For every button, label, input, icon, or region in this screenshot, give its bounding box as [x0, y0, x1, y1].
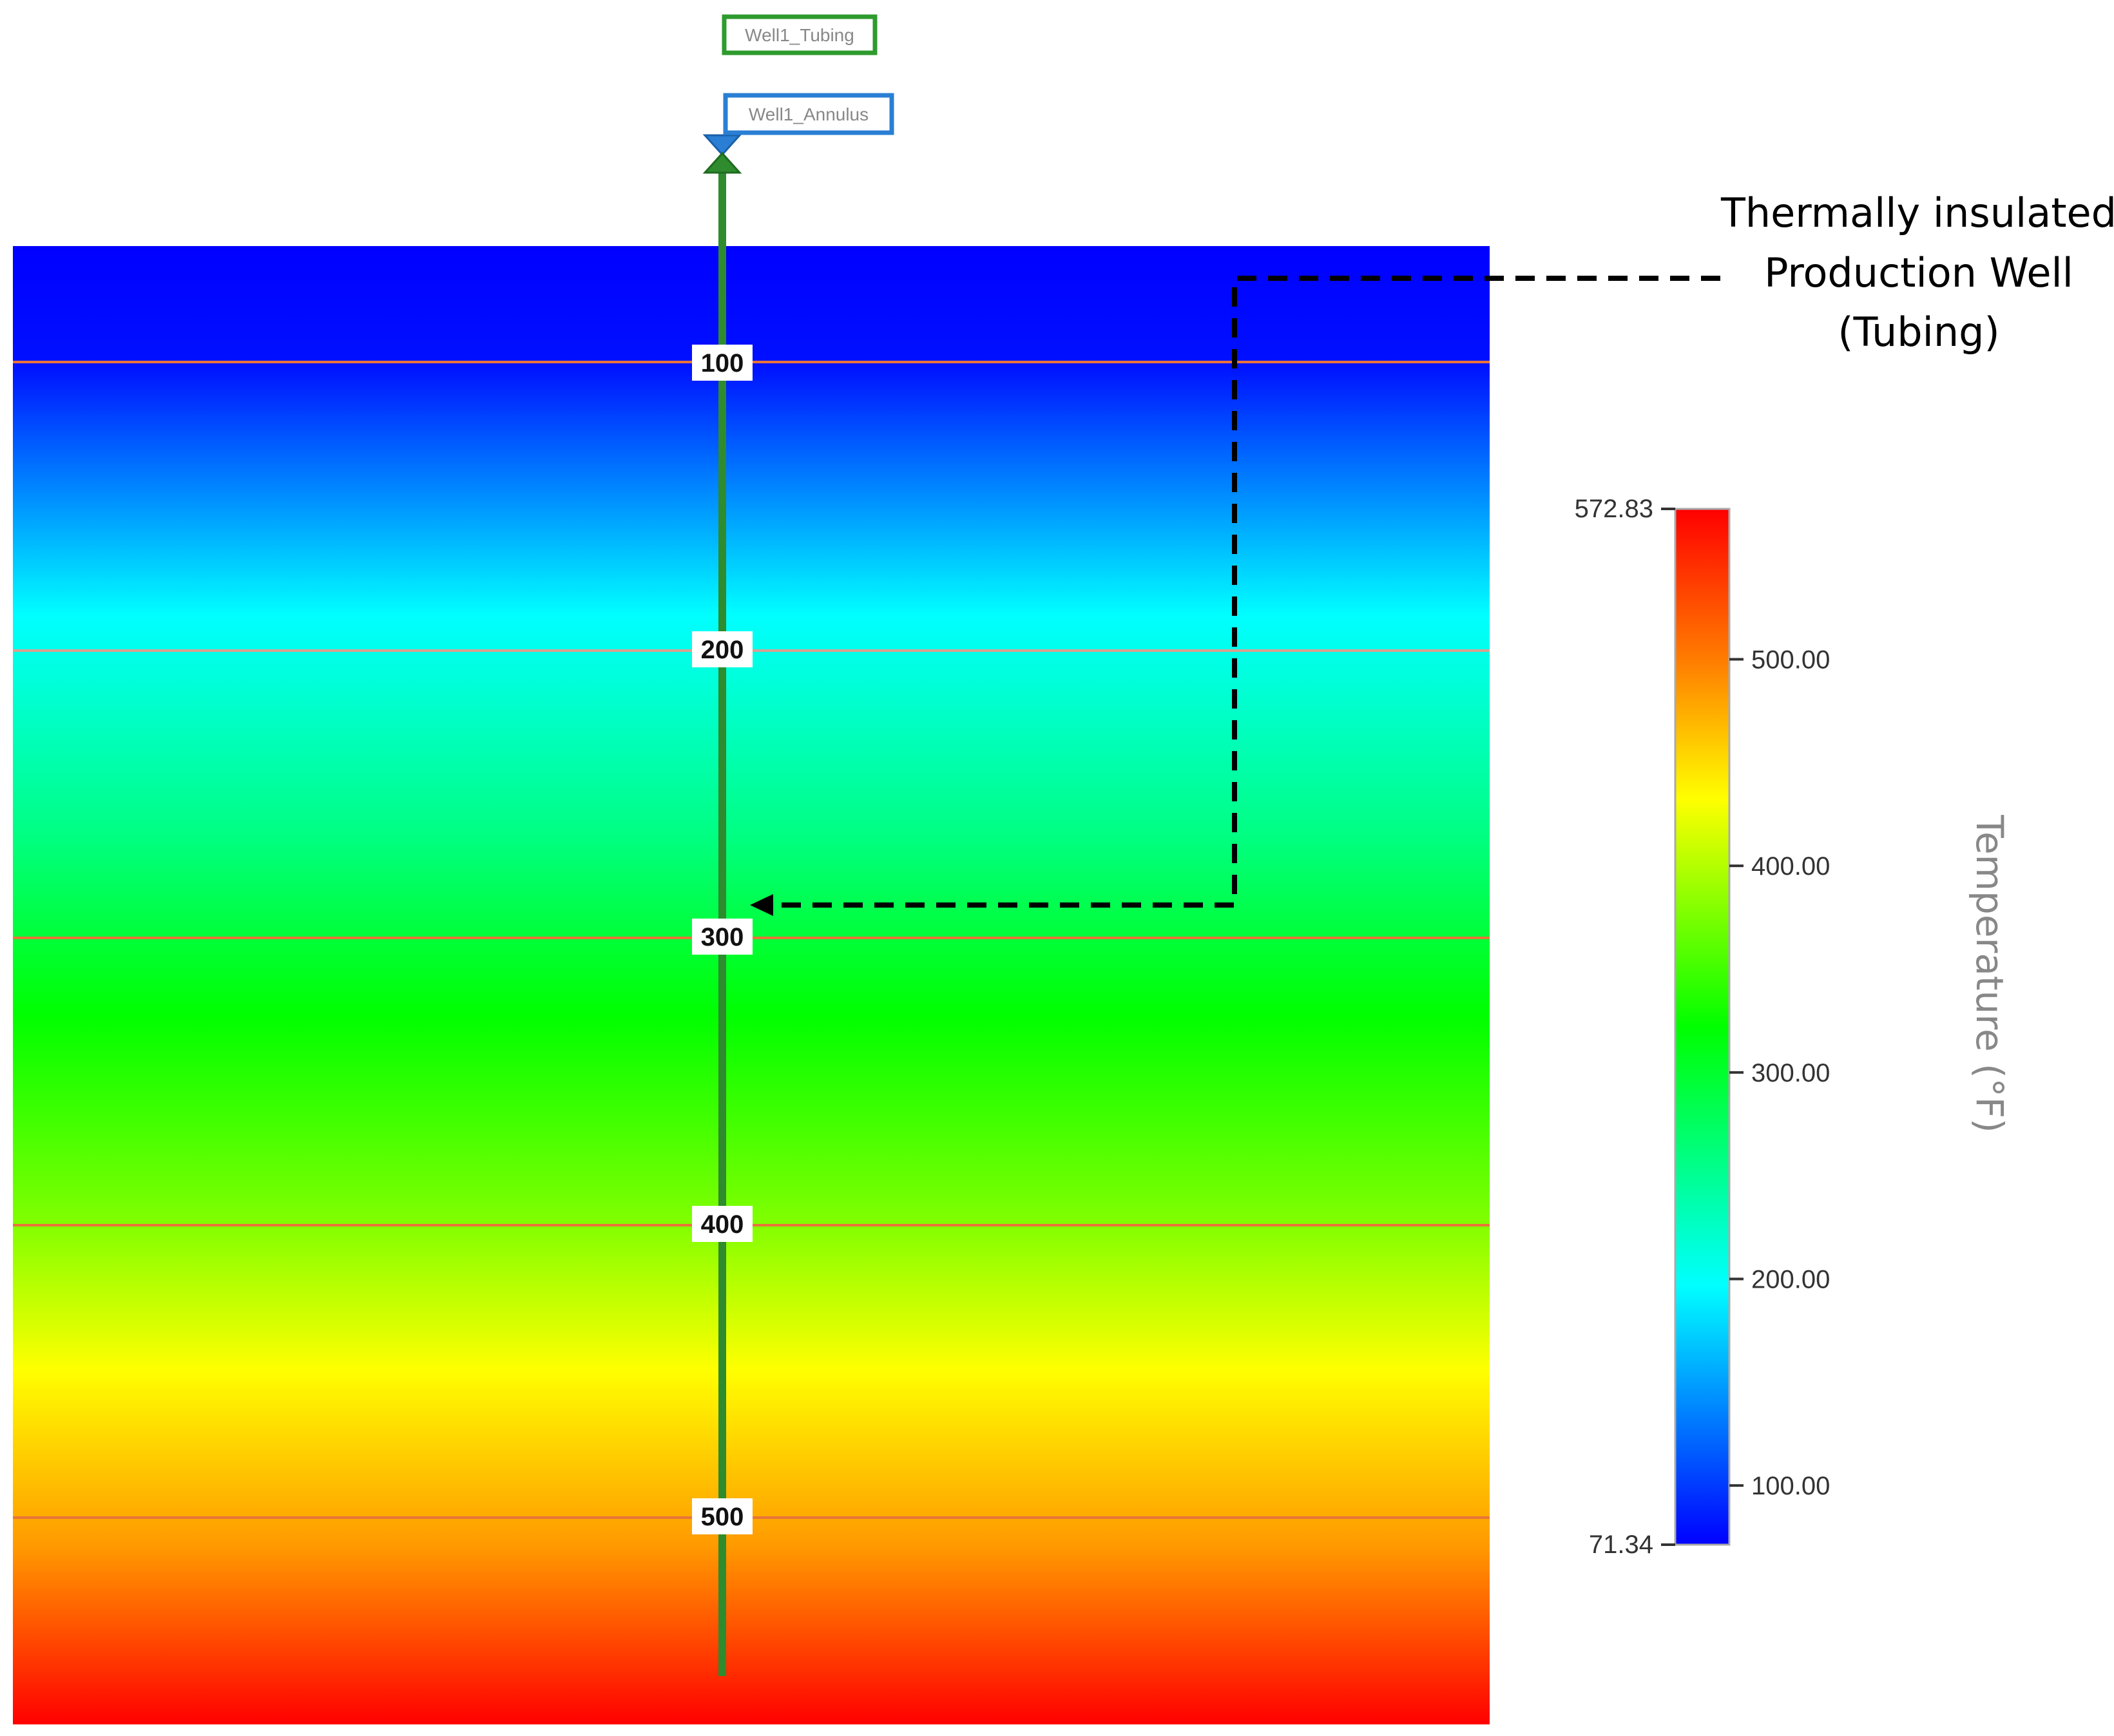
depth-label: 300 — [701, 923, 744, 951]
colorbar-tick-label: 100.00 — [1751, 1472, 1830, 1500]
tubing-label: Well1_Tubing — [745, 25, 854, 45]
depth-label: 400 — [701, 1210, 744, 1239]
colorbar-gradient — [1674, 508, 1731, 1546]
callout-line-3: (Tubing) — [1838, 309, 1999, 356]
annulus-label-box[interactable]: Well1_Annulus — [723, 93, 894, 135]
depth-label: 100 — [701, 349, 744, 377]
production-well-callout: Thermally insulated Production Well (Tub… — [750, 189, 2114, 916]
colorbar-legend: 572.83 71.34 500.00 400.00 300.00 200.00 100… — [1575, 495, 2012, 1559]
depth-marker-400: 400 — [692, 1206, 753, 1242]
callout-line-2: Production Well — [1764, 249, 2073, 296]
colorbar-max-label: 572.83 — [1575, 495, 1653, 523]
callout-line-1: Thermally insulated — [1720, 189, 2114, 236]
annulus-label: Well1_Annulus — [749, 104, 869, 124]
depth-marker-300: 300 — [692, 919, 753, 955]
depth-marker-100: 100 — [692, 345, 753, 381]
depth-markers: 100 200 300 400 500 — [692, 345, 753, 1534]
arrow-head-icon — [750, 894, 773, 916]
colorbar-tick-label: 300.00 — [1751, 1059, 1830, 1087]
depth-label: 500 — [701, 1503, 744, 1531]
callout-dashed-arrow — [764, 276, 1720, 908]
depth-label: 200 — [701, 636, 744, 664]
tubing-label-box[interactable]: Well1_Tubing — [722, 14, 878, 55]
colorbar-tick-label: 200.00 — [1751, 1265, 1830, 1293]
colorbar-min-label: 71.34 — [1589, 1531, 1653, 1559]
depth-marker-200: 200 — [692, 631, 753, 667]
colorbar-tick-label: 500.00 — [1751, 646, 1830, 674]
colorbar-ticks: 500.00 400.00 300.00 200.00 100.00 — [1729, 646, 1830, 1500]
wellhead-icon[interactable] — [702, 134, 742, 174]
colorbar-tick-label: 400.00 — [1751, 852, 1830, 881]
depth-marker-500: 500 — [692, 1498, 753, 1534]
colorbar-title: Temperature (°F) — [1968, 814, 2012, 1132]
temperature-field — [13, 246, 1490, 1724]
